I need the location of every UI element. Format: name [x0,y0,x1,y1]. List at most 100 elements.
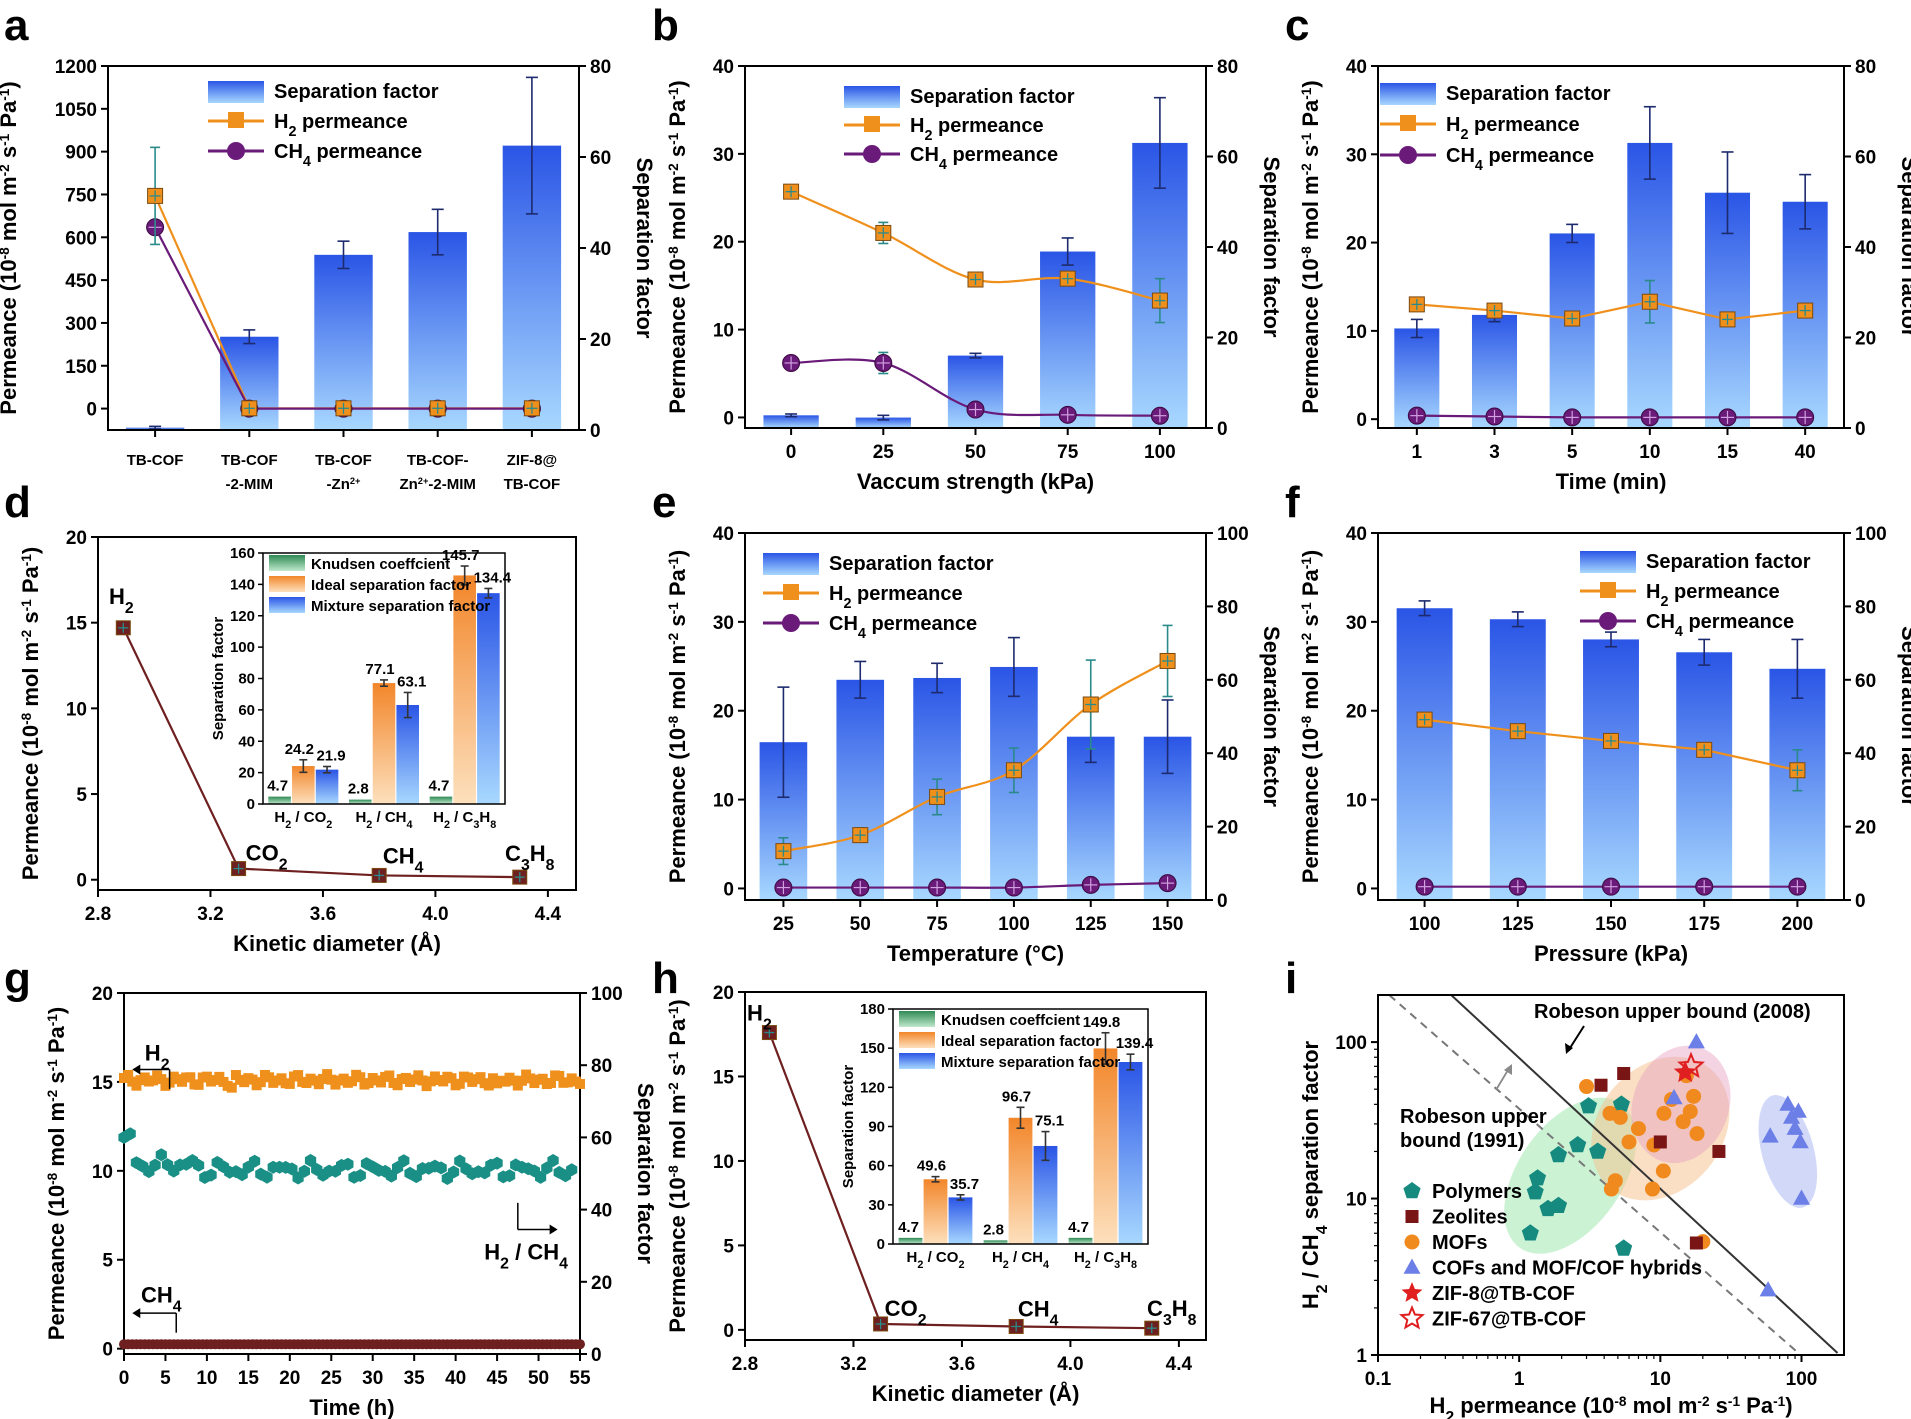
point-mofs [1612,1109,1628,1125]
point-separation-factor [205,1168,217,1182]
y-tick-label: 10 [713,321,734,342]
y2-tick-label: 40 [1855,744,1876,765]
point-separation-factor [354,1169,366,1182]
panel-e: 0 10 20 30 40 0 20 40 60 80 100 25 50 75 100 125 150 Temp… [665,524,1284,966]
legend-label: Zeolites [1432,1207,1508,1229]
y-tick-label: 15 [66,614,88,635]
y2-tick-label: 20 [1217,329,1238,350]
point-separation-factor [385,1169,397,1183]
y2-tick-label: 20 [1217,818,1238,839]
x-tick-label: 3.2 [197,904,223,925]
point-h2-permeance [226,1082,237,1093]
inset-value-label: 145.7 [442,547,480,564]
y2-axis-title: Separation factor [1897,626,1911,807]
y-tick-label: 10 [1346,791,1367,812]
x-tick-label: ZIF-8@ [507,452,557,469]
y2-tick-label: 100 [1855,524,1887,545]
y-tick-label: 30 [713,613,734,634]
y-tick-label: 30 [1346,145,1367,166]
annotation-h2: H2 [145,1041,170,1074]
point-h2-permeance [131,1080,142,1091]
x-axis-title: Vaccum strength (kPa) [857,469,1094,494]
y2-tick-label: 20 [591,1273,612,1294]
inset-x-label: H2 / CH4 [992,1249,1049,1271]
x-tick-label: 30 [362,1368,383,1389]
y-tick-label: 20 [92,984,113,1005]
point-polymers [1526,1183,1544,1200]
inset-y-tick-label: 180 [860,1001,885,1018]
y2-axis-title: Separation factor [1259,626,1284,807]
x-tick-label: 15 [238,1368,260,1389]
x-tick-label: 150 [1595,914,1627,935]
point-h2-permeance [193,1079,204,1090]
point-zeolites [1712,1144,1726,1158]
x-tick-label: 20 [279,1368,300,1389]
inset-bar-mixture [1118,1062,1143,1244]
panel-a: 0 150 300 450 600 750 900 1050 1200 0 20 40 60 80 Perm… [0,57,657,493]
x-tick-label: 25 [773,914,795,935]
inset-bar-knudsen [1068,1237,1093,1244]
point-separation-factor [435,1161,447,1175]
point-separation-factor [193,1158,205,1172]
y2-tick-label: 40 [591,1201,612,1222]
y-tick-label: 40 [713,524,734,545]
legend-marker-zif8 [1401,1282,1423,1302]
x-tick-label: 1 [1514,1369,1525,1390]
inset-legend-ideal: Ideal separation factor [311,577,471,594]
inset-y-tick-label: 80 [238,671,255,688]
point-label-c3h8: C3H8 [1147,1296,1197,1329]
y2-tick-label: 20 [1855,329,1876,350]
point-separation-factor [398,1154,410,1168]
inset-legend-ideal-swatch [899,1032,935,1048]
inset-value-label: 63.1 [397,673,426,690]
x-tick-label: 4.4 [535,904,562,925]
inset-y-tick-label: 30 [868,1197,885,1214]
x-axis-title: Time (h) [309,1395,394,1419]
annotation-2008-arrow [1569,1025,1585,1049]
inset-legend-knudsen-swatch [899,1011,935,1027]
panel-letter-b: b [652,1,679,50]
point-h2-permeance [376,1077,387,1088]
point-cofs [1779,1095,1797,1111]
inset-legend-mixture: Mixture separation factor [941,1054,1120,1071]
y-tick-label: 15 [92,1073,114,1094]
legend-label: ZIF-67@TB-COF [1432,1309,1586,1331]
point-label-co2: CO2 [246,841,288,874]
legend-marker-h2 [1600,582,1616,598]
y2-tick-label: 40 [1217,238,1238,259]
point-h2-permeance [554,1070,565,1081]
point-separation-factor [249,1154,261,1168]
legend-separation-factor: Separation factor [1446,83,1611,105]
legend-separation-factor: Separation factor [1646,551,1811,573]
inset-bar-knudsen [983,1240,1008,1244]
x-tick-label: 0 [786,442,797,463]
y2-axis-title: Separation factor [633,1083,658,1264]
y-tick-label: 15 [713,1067,735,1088]
legend-h2-permeance: H2 permeance [1446,114,1580,143]
legend-swatch-separation [763,553,819,575]
inset-y-tick-label: 120 [860,1079,885,1096]
y-tick-label: 0 [76,871,87,892]
point-h2-permeance [185,1072,196,1083]
bar-separation-factor [763,415,819,428]
point-polymers [1589,1142,1607,1159]
y-tick-label: 150 [65,357,97,378]
plot-frame [1377,994,1845,1356]
point-mofs [1689,1126,1705,1142]
x-tick-label: 0.1 [1365,1369,1392,1390]
y-tick-label: 300 [65,314,97,335]
inset-y-tick-label: 20 [238,765,255,782]
y-tick-label: 10 [92,1162,113,1183]
y-tick-label: 0 [1356,410,1367,431]
y-tick-label: 1 [1356,1346,1367,1367]
y-tick-label: 1200 [55,57,97,78]
point-separation-factor [155,1148,167,1162]
y2-tick-label: 60 [1855,148,1876,169]
x-tick-label: 10 [1639,442,1660,463]
y2-tick-label: 80 [1217,597,1238,618]
annotation-ch4-arrowhead [132,1308,141,1319]
inset-value-label: 49.6 [917,1158,946,1175]
x-tick-label: 4.0 [422,904,448,925]
line-robeson-1991 [1388,994,1800,1354]
annotation-robeson-2008: Robeson upper bound (2008) [1534,1001,1811,1023]
